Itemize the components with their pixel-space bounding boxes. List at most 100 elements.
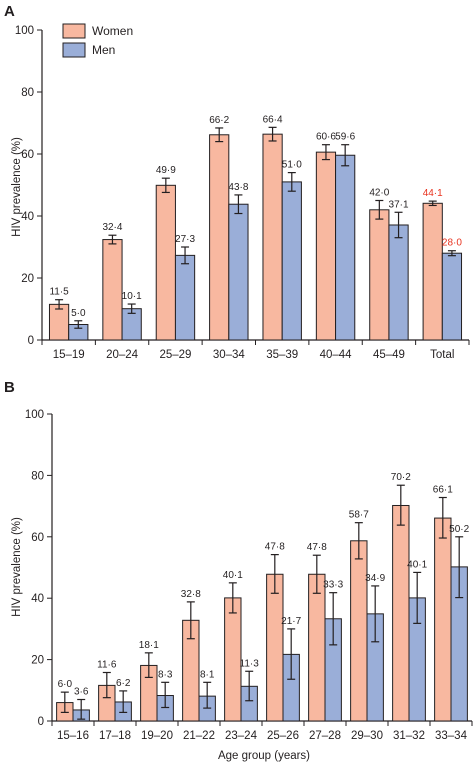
panel-a-bar-men [281,181,302,341]
panel-a-value-label-women: 11·5 [49,287,69,298]
panel-a-x-tick-label: 35–39 [266,349,298,361]
panel-a-x-tick-label: 20–24 [106,349,139,361]
panel-a-value-label-men: 27·3 [175,234,195,245]
panel-b-bar-women [266,573,284,722]
panel-b-bar-women [392,504,410,722]
panel-b-x-tick-label: 31–32 [393,730,425,742]
panel-a-value-label-men: 10·1 [122,291,142,302]
legend-women-swatch [62,23,86,39]
panel-a-y-tick-label: 40 [21,211,34,223]
panel-b-letter: B [4,379,15,396]
panel-a-x-tick-label: 15–19 [53,349,85,361]
panel-a-value-label-women: 49·9 [156,165,176,176]
panel-a-value-label-women: 60·6 [316,132,336,143]
panel-b-value-label-men: 33·3 [323,580,343,591]
panel-a-value-label-women: 66·4 [263,114,283,125]
panel-b-x-tick-label: 21–22 [183,730,215,742]
panel-b-y-tick-label: 40 [31,593,44,605]
panel-b-y-tick-label: 60 [31,532,44,544]
panel-a-value-label-men: 37·1 [389,199,409,210]
panel-b-y-tick-label: 100 [25,409,44,421]
panel-a-y-tick-label: 60 [21,149,34,161]
panel-b-x-tick-label: 27–28 [309,730,341,742]
panel-b-bar-women [308,573,326,722]
panel-a-value-label-women: 66·2 [209,115,229,126]
panel-b-value-label-women: 47·8 [265,542,285,553]
panel-b-x-tick-label: 33–34 [435,730,468,742]
panel-b-x-tick-label: 19–20 [141,730,173,742]
panel-a-bar-women [155,184,176,341]
panel-a-bar-women [369,209,390,341]
panel-b-value-label-women: 47·8 [307,542,327,553]
panel-a-legend: Women Men [62,23,133,58]
panel-b-value-label-men: 50·2 [449,524,469,535]
panel-b-value-label-women: 58·7 [349,510,369,521]
panel-b-y-tick-label: 20 [31,655,44,667]
panel-a-x-tick-label: 30–34 [213,349,246,361]
panel-a-x-tick-label: 45–49 [373,349,405,361]
panel-b-value-label-women: 6·0 [58,679,73,690]
panel-b-value-label-women: 70·2 [391,472,411,483]
panel-b-x-tick-label: 29–30 [351,730,383,742]
legend-women-label: Women [92,24,133,38]
panel-a-value-label-women: 44·1 [423,188,443,199]
panel-b-value-label-men: 8·1 [200,669,215,680]
legend-men-swatch [62,42,86,58]
panel-a-value-label-men: 59·6 [335,132,355,143]
panel-b-value-label-men: 3·6 [74,687,89,698]
panel-a-bar-women [262,133,283,341]
panel-a-value-label-women: 32·4 [102,222,122,233]
panel-b-marks: 0 20 40 60 80 100 15–16 17–18 19–20 21–22 23–24 25–… [25,409,473,742]
panel-b-value-label-women: 66·1 [433,485,453,496]
panel-b-value-label-women: 11·6 [97,659,117,670]
panel-b-bar-women [350,540,368,722]
panel-a-marks: 0 20 40 60 80 100 15–19 20–24 25–29 30–34 35–39 40–… [15,25,470,361]
panel-b-y-tick-label: 80 [31,470,44,482]
panel-a-value-label-men: 28·0 [442,238,462,249]
panel-a-bar-women [102,239,123,341]
panel-b-value-label-men: 8·3 [158,669,173,680]
panel-b-x-tick-label: 17–18 [99,730,131,742]
panel-a-value-label-men: 51·0 [282,160,302,171]
panel-b-value-label-men: 6·2 [116,678,131,689]
panel-b-x-axis-title: Age group (years) [218,750,310,762]
panel-b-value-label-men: 11·3 [240,658,260,669]
panel-a-y-axis-title: HIV prevalence (%) [11,137,23,237]
panel-a-value-label-women: 42·0 [369,188,389,199]
panel-b-x-tick-label: 15–16 [57,730,89,742]
panel-a-x-tick-label: 25–29 [159,349,191,361]
panel-a-y-tick-label: 80 [21,87,34,99]
panel-b-bar-women [224,597,242,722]
panel-a-y-tick-label: 0 [28,335,34,347]
panel-b-value-label-women: 40·1 [223,570,243,581]
panel-a-y-tick-label: 20 [21,273,34,285]
panel-a-letter: A [4,3,15,20]
panel-a-bar-men [388,224,409,341]
panel-b-chart: B HIV prevalence (%) Age group (years) 0… [4,379,473,762]
panel-b-value-label-men: 34·9 [365,573,385,584]
panel-a-x-tick-label: Total [430,349,454,361]
panel-a-bar-men [335,154,356,341]
panel-a-bar-men [174,254,196,341]
panel-a-value-label-men: 5·0 [71,308,86,319]
panel-b-value-label-men: 21·7 [281,616,301,627]
panel-b-value-label-women: 32·8 [181,589,201,600]
panel-a-x-tick-label: 40–44 [320,349,353,361]
panel-b-y-tick-label: 0 [38,716,44,728]
panel-b-x-tick-label: 25–26 [267,730,299,742]
legend-men-label: Men [92,43,115,57]
panel-b-value-label-men: 40·1 [407,559,427,570]
panel-b-y-axis-title: HIV prevalence (%) [11,517,23,617]
panel-a-value-label-men: 43·8 [228,182,248,193]
panel-a-bar-women [315,151,337,341]
panel-b-bar-women [434,517,452,722]
panel-a-bar-men [228,203,249,341]
panel-a-bar-women [209,134,230,341]
panel-a-y-tick-label: 100 [15,25,34,37]
panel-b-x-tick-label: 23–24 [225,730,258,742]
panel-a-bar-women [422,202,443,341]
panel-a-bar-women [48,303,70,341]
panel-a-bar-men [441,252,463,341]
panel-b-value-label-women: 18·1 [139,640,159,651]
